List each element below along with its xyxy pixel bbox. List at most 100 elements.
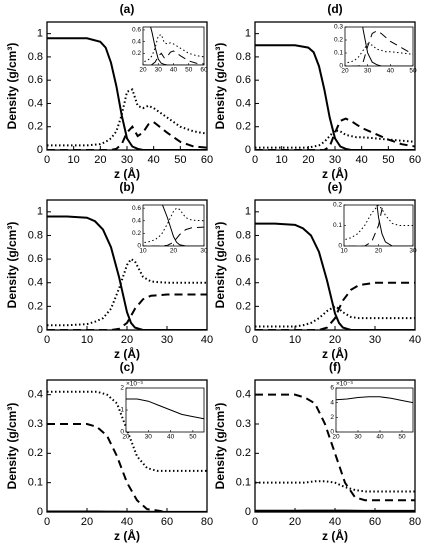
inset-x-tick-label: 20 xyxy=(122,434,130,441)
inset-y-tick-label: 0.2 xyxy=(132,50,141,57)
panel: (d)z (Å)Density (g/cm³)0 10 20 30 40 50 6000.2… xyxy=(213,2,421,181)
panel-title: (c) xyxy=(120,360,135,374)
y-tick-label: 1 xyxy=(37,206,43,218)
x-tick-label: 40 xyxy=(356,154,368,166)
y-tick-label: 0 xyxy=(37,506,43,518)
panel-title: (d) xyxy=(327,2,342,16)
series-line xyxy=(255,117,415,150)
inset-y-tick-label: 0.6 xyxy=(132,27,141,34)
x-tick-label: 50 xyxy=(382,154,394,166)
inset-y-tick-label: 0.4 xyxy=(132,217,141,224)
inset-x-tick-label: 20 xyxy=(170,248,178,255)
y-tick-label: 0.2 xyxy=(28,447,43,459)
inset-background xyxy=(143,205,204,246)
inset-x-tick-label: 30 xyxy=(354,434,362,441)
y-tick-label: 0.1 xyxy=(236,477,251,489)
inset-y-tick-label: 0.6 xyxy=(132,205,141,212)
x-tick-label: 30 xyxy=(369,334,381,346)
x-tick-label: 60 xyxy=(369,516,381,528)
x-tick-label: 20 xyxy=(289,516,301,528)
x-tick-label: 40 xyxy=(409,334,421,346)
panel-title: (e) xyxy=(328,180,343,194)
y-tick-label: 1 xyxy=(37,28,43,40)
plot-lines xyxy=(255,222,415,330)
panel: (b)z (Å)Density (g/cm³)0 10 20 30 4000.20.40… xyxy=(5,180,213,361)
y-tick-label: 0 xyxy=(245,324,251,336)
axes-frame xyxy=(46,199,208,331)
series-line xyxy=(255,44,415,150)
y-tick-label: 0.3 xyxy=(28,418,43,430)
y-tick-label: 1 xyxy=(245,206,251,218)
x-axis-label: z (Å) xyxy=(114,528,140,543)
inset-exponent: ×10⁻³ xyxy=(126,381,143,388)
y-tick-label: 0.8 xyxy=(28,51,43,63)
inset-lines xyxy=(126,398,204,420)
series-line xyxy=(143,207,204,244)
inset-y-tick-label: 0.3 xyxy=(334,24,343,31)
series-line xyxy=(345,30,413,66)
y-tick-label: 0.2 xyxy=(28,300,43,312)
axes-frame xyxy=(46,379,208,513)
inset-lines xyxy=(344,205,413,246)
series-line xyxy=(362,27,413,66)
panel: (e)z (Å)Density (g/cm³)0 10 20 30 4000.20.40… xyxy=(213,180,421,361)
series-line xyxy=(126,398,204,420)
x-tick-label: 20 xyxy=(302,154,314,166)
y-tick-label: 1 xyxy=(245,28,251,40)
y-axis-label: Density (g/cm³) xyxy=(213,222,227,309)
inset-y-tick-label: 0 xyxy=(339,63,343,70)
x-tick-label: 60 xyxy=(409,154,421,166)
y-tick-label: 0.6 xyxy=(28,253,43,265)
y-tick-label: 0.3 xyxy=(236,418,251,430)
y-tick-label: 0.8 xyxy=(236,51,251,63)
y-tick-label: 0.4 xyxy=(236,97,251,109)
x-axis-label: z (Å) xyxy=(322,346,348,361)
series-line xyxy=(376,205,413,246)
x-tick-label: 20 xyxy=(329,334,341,346)
inset-lines xyxy=(336,396,413,404)
inset-y-tick-label: 1 xyxy=(120,407,124,414)
series-line xyxy=(47,423,207,512)
inset-background xyxy=(126,388,204,432)
series-line xyxy=(47,120,207,150)
x-tick-label: 30 xyxy=(121,154,133,166)
inset-y-tick-label: 2 xyxy=(120,385,124,392)
series-line xyxy=(336,396,413,404)
y-tick-label: 0.6 xyxy=(236,253,251,265)
x-tick-label: 0 xyxy=(44,516,50,528)
x-tick-label: 20 xyxy=(94,154,106,166)
plot-lines xyxy=(47,215,207,330)
inset-x-tick-label: 20 xyxy=(375,248,383,255)
x-tick-label: 10 xyxy=(289,334,301,346)
x-tick-label: 40 xyxy=(148,154,160,166)
y-tick-label: 0 xyxy=(245,144,251,156)
x-tick-label: 0 xyxy=(44,334,50,346)
inset-x-tick-label: 40 xyxy=(376,434,384,441)
inset-x-tick-label: 10 xyxy=(139,248,147,255)
inset-y-tick-label: 2 xyxy=(330,414,334,421)
series-line xyxy=(150,27,204,65)
inset-y-tick-label: 0 xyxy=(120,429,124,436)
inset-frame xyxy=(344,26,414,67)
x-tick-label: 0 xyxy=(44,154,50,166)
plot-lines xyxy=(47,37,207,150)
inset-y-tick-label: 0.2 xyxy=(132,230,141,237)
inset-lines xyxy=(143,205,204,246)
panel: (c)z (Å)Density (g/cm³)0 20 40 60 8000.10.20… xyxy=(5,360,213,543)
series-line xyxy=(47,390,207,472)
inset-lines xyxy=(143,27,204,65)
series-line xyxy=(47,37,207,150)
panel: (f)z (Å)Density (g/cm³)0 20 40 60 8000.10.20… xyxy=(213,360,421,543)
plot-lines xyxy=(255,393,415,512)
plot-lines xyxy=(255,44,415,150)
inset-exponent: ×10⁻³ xyxy=(336,381,353,388)
x-axis-label: z (Å) xyxy=(322,528,348,543)
y-axis-label: Density (g/cm³) xyxy=(213,403,227,490)
inset-y-tick-label: 6 xyxy=(330,385,334,392)
inset-x-tick-label: 30 xyxy=(200,248,208,255)
inset-y-tick-label: 0.1 xyxy=(333,222,342,229)
x-axis-label: z (Å) xyxy=(114,346,140,361)
series-line xyxy=(344,205,384,246)
y-tick-label: 0.1 xyxy=(28,477,43,489)
inset-y-tick-label: 0.4 xyxy=(132,38,141,45)
